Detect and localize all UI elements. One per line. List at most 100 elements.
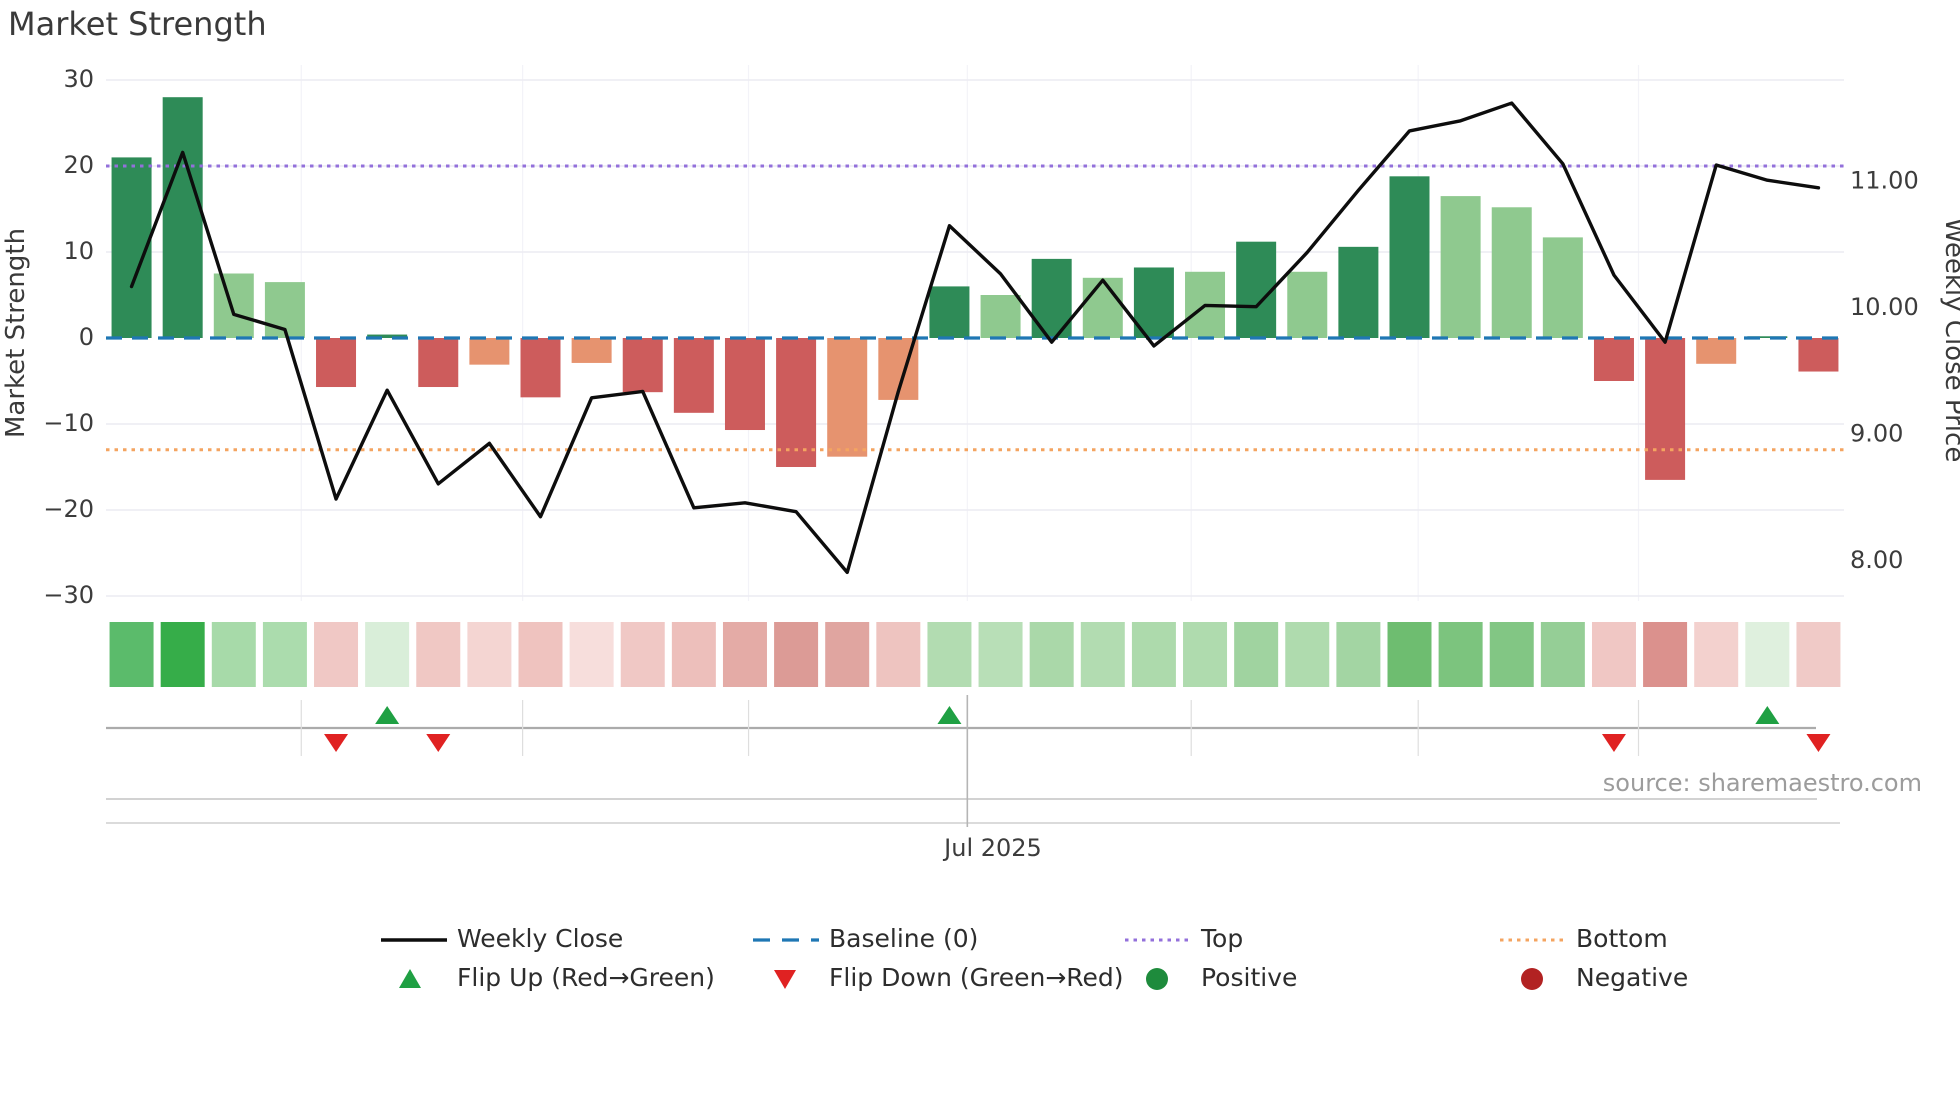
strength-bar xyxy=(1082,277,1123,338)
right-axis-tick-label: 10.00 xyxy=(1850,293,1919,321)
flip-down-marker-icon xyxy=(324,734,349,752)
heatmap-cell xyxy=(978,622,1023,687)
heatmap-cell xyxy=(1745,622,1790,687)
heatmap-cell xyxy=(569,622,614,687)
legend-positive-dot-icon xyxy=(1146,968,1168,990)
strength-bar xyxy=(1593,338,1634,381)
strength-bar xyxy=(571,338,612,363)
chart-title: Market Strength xyxy=(8,5,267,43)
strength-bar xyxy=(776,338,817,467)
axis-tick-labels: 30 20 10 0 −10 −20 −30 11.00 10.00 9.00 8.00 xyxy=(43,65,1918,609)
flip-up-marker-icon xyxy=(1755,706,1780,724)
right-axis-tick-label: 8.00 xyxy=(1850,546,1903,574)
strength-bar xyxy=(1440,196,1481,338)
strength-bar xyxy=(469,338,510,365)
strength-bar xyxy=(827,338,868,457)
strength-bar xyxy=(622,338,663,393)
heatmap-cell xyxy=(1029,622,1074,687)
heatmap-cell xyxy=(1131,622,1176,687)
heatmap-cell xyxy=(1336,622,1381,687)
right-axis-title: Weekly Close Price xyxy=(1939,218,1960,463)
strength-bar xyxy=(1287,271,1328,338)
left-axis-tick-label: 10 xyxy=(63,237,94,265)
heatmap-cell xyxy=(620,622,665,687)
strength-bar xyxy=(162,97,203,338)
strength-bar xyxy=(673,338,714,413)
heatmap-cell xyxy=(211,622,256,687)
right-axis-tick-label: 11.00 xyxy=(1850,167,1919,195)
chart-graphics-under xyxy=(106,65,1844,601)
flip-markers xyxy=(324,706,1831,752)
left-axis-tick-label: 20 xyxy=(63,151,94,179)
heatmap-cell xyxy=(722,622,767,687)
legend-negative-dot-icon xyxy=(1521,968,1543,990)
heatmap-cell xyxy=(671,622,716,687)
legend-label-top: Top xyxy=(1200,924,1243,953)
strength-bar xyxy=(1389,176,1430,338)
strength-bar xyxy=(1696,338,1737,364)
strength-bar xyxy=(367,334,408,338)
legend-label-bottom: Bottom xyxy=(1576,924,1668,953)
flip-down-marker-icon xyxy=(1601,734,1626,752)
source-text: source: sharemaestro.com xyxy=(1603,769,1922,797)
heatmap-cell xyxy=(1694,622,1739,687)
heatmap-cell xyxy=(314,622,359,687)
strength-bar xyxy=(1747,336,1788,338)
heatmap-cell xyxy=(1183,622,1228,687)
strength-bar xyxy=(418,338,459,388)
flip-up-marker-icon xyxy=(937,706,962,724)
heatmap-cell xyxy=(825,622,870,687)
strength-bar xyxy=(980,295,1021,338)
strength-bar xyxy=(1236,241,1277,338)
heatmap-cell xyxy=(1285,622,1330,687)
legend-flip-up-triangle-icon xyxy=(399,969,421,988)
heatmap-cell xyxy=(927,622,972,687)
legend-label-weekly-close: Weekly Close xyxy=(457,924,623,953)
heatmap-cell xyxy=(876,622,921,687)
legend-label-flip-down: Flip Down (Green→Red) xyxy=(829,963,1124,992)
strength-bar xyxy=(1338,246,1379,338)
heatmap-cell xyxy=(262,622,307,687)
flip-down-marker-icon xyxy=(426,734,451,752)
left-axis-tick-label: −10 xyxy=(43,409,94,437)
legend-label-baseline: Baseline (0) xyxy=(829,924,978,953)
heatmap-cell xyxy=(1540,622,1585,687)
left-axis-tick-label: 0 xyxy=(79,323,94,351)
left-axis-title: Market Strength xyxy=(1,228,31,438)
strength-bars xyxy=(111,97,1839,480)
strength-bar xyxy=(520,338,561,398)
heatmap-cell xyxy=(109,622,154,687)
heatmap-cell xyxy=(1489,622,1534,687)
legend-label-positive: Positive xyxy=(1201,963,1297,992)
legend-label-flip-up: Flip Up (Red→Green) xyxy=(457,963,715,992)
heatmap-cell xyxy=(1796,622,1841,687)
heatmap-cell xyxy=(518,622,563,687)
heatmap-cell xyxy=(774,622,819,687)
strength-bar xyxy=(1491,207,1532,338)
right-axis-tick-label: 9.00 xyxy=(1850,420,1903,448)
strength-bar xyxy=(724,338,765,431)
heatmap-cell xyxy=(1643,622,1688,687)
weekly-close-line xyxy=(129,101,1821,575)
heatmap-cell xyxy=(1080,622,1125,687)
left-axis-tick-label: −20 xyxy=(43,495,94,523)
heatmap-strip xyxy=(109,622,1841,687)
heatmap-cell xyxy=(1438,622,1483,687)
heatmap-cell xyxy=(416,622,461,687)
legend: Weekly Close Baseline (0) Top Bottom Fli… xyxy=(381,924,1688,992)
legend-label-negative: Negative xyxy=(1576,963,1688,992)
flip-down-marker-icon xyxy=(1806,734,1831,752)
strength-bar xyxy=(213,273,254,338)
heatmap-cell xyxy=(467,622,512,687)
strength-bar xyxy=(1645,338,1686,480)
legend-flip-down-triangle-icon xyxy=(774,970,796,989)
heatmap-cell xyxy=(1387,622,1432,687)
strength-bar xyxy=(316,338,357,388)
left-axis-tick-label: −30 xyxy=(43,581,94,609)
heatmap-cell xyxy=(160,622,205,687)
flip-up-marker-icon xyxy=(375,706,400,724)
strength-bar xyxy=(1542,237,1583,338)
left-axis-tick-label: 30 xyxy=(63,65,94,93)
